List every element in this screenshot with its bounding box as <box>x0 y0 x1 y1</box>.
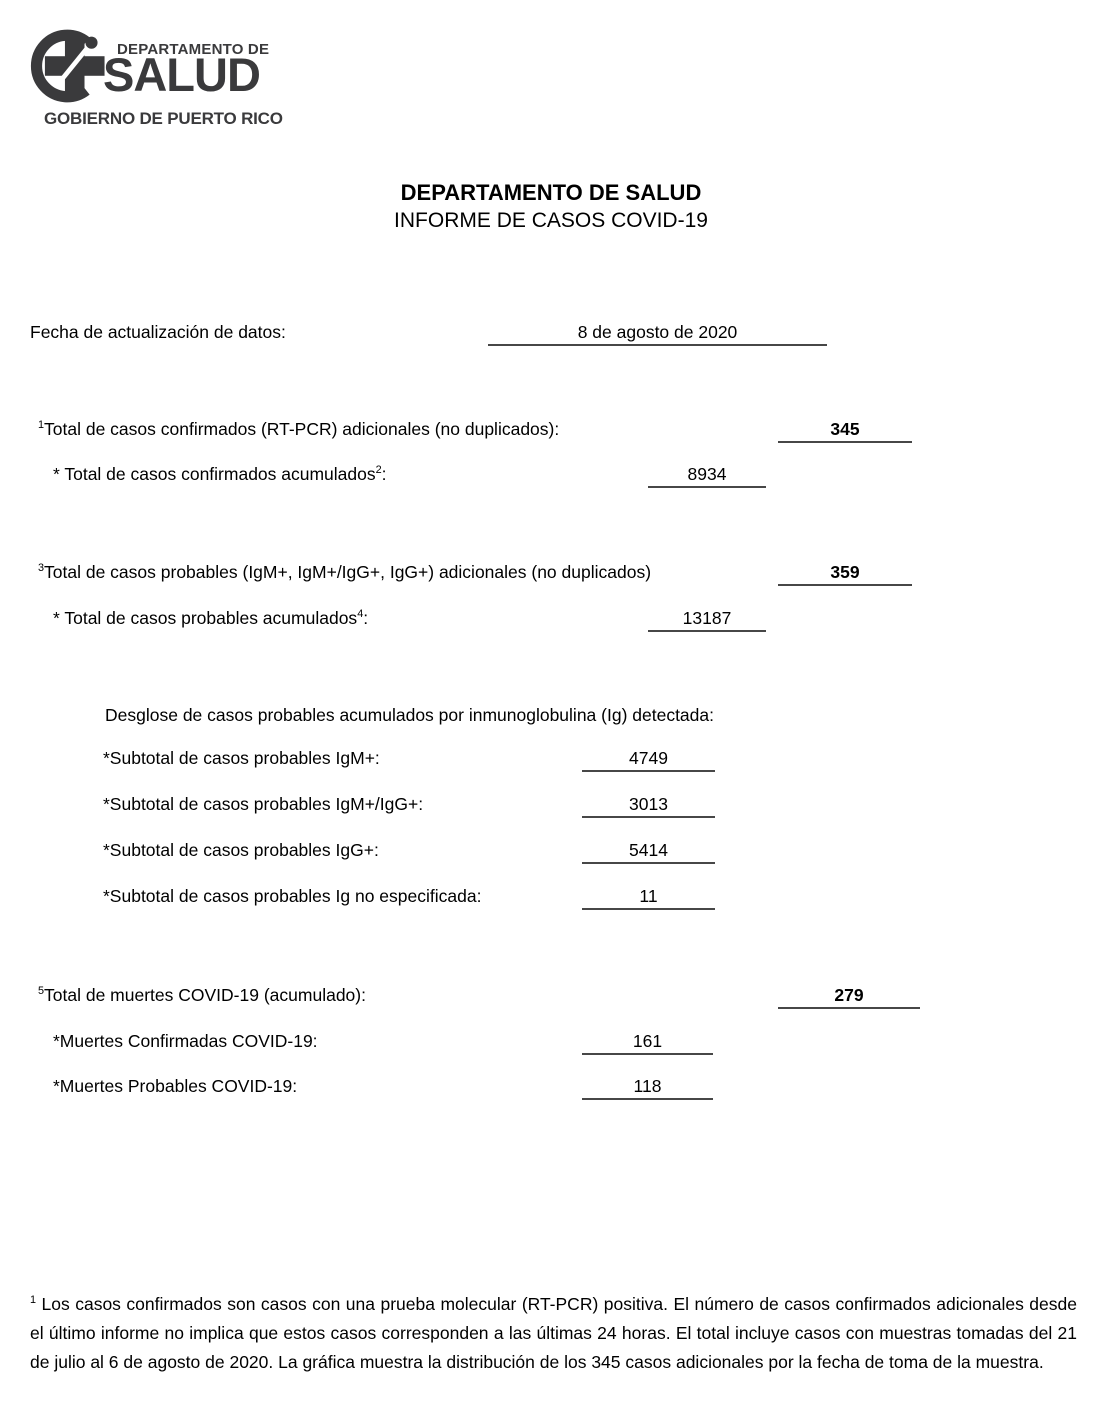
probable-cumulative-value: 13187 <box>648 607 766 632</box>
footnote-marker: 2 <box>375 464 382 477</box>
deaths-total-value: 279 <box>778 984 920 1009</box>
page-subtitle: INFORME DE CASOS COVID-19 <box>394 209 708 232</box>
footnote-marker: 5 <box>38 985 45 998</box>
breakdown-igg-label: *Subtotal de casos probables IgG+: <box>103 840 379 860</box>
footnote-marker: 3 <box>38 562 45 575</box>
footnote-marker: 1 <box>30 1293 37 1306</box>
footnote-text: Los casos confirmados son casos con una … <box>30 1293 1077 1372</box>
breakdown-igm-igg-value: 3013 <box>582 793 715 818</box>
probable-additional-label: 3Total de casos probables (IgM+, IgM+/Ig… <box>38 561 651 584</box>
colon: : <box>381 464 387 484</box>
probable-additional-text: Total de casos probables (IgM+, IgM+/IgG… <box>44 562 652 582</box>
salud-cross-circle-icon <box>30 29 105 103</box>
deaths-confirmed-label: *Muertes Confirmadas COVID-19: <box>53 1031 318 1051</box>
confirmed-additional-label: 1Total de casos confirmados (RT-PCR) adi… <box>38 418 559 441</box>
deaths-probable-value: 118 <box>582 1075 713 1100</box>
breakdown-unspecified-label: *Subtotal de casos probables Ig no espec… <box>103 886 482 906</box>
footnote-paragraph: 1 Los casos confirmados son casos con un… <box>30 1290 1077 1377</box>
deaths-total-label: 5Total de muertes COVID-19 (acumulado): <box>38 984 366 1007</box>
probable-cumulative-label: * Total de casos probables acumulados4: <box>53 607 368 630</box>
update-date-label: Fecha de actualización de datos: <box>30 322 286 342</box>
footnote-marker: 1 <box>38 419 45 432</box>
breakdown-igg-value: 5414 <box>582 839 715 864</box>
probable-additional-value: 359 <box>778 561 912 586</box>
deaths-probable-label: *Muertes Probables COVID-19: <box>53 1076 298 1096</box>
confirmed-cumulative-label: * Total de casos confirmados acumulados2… <box>53 463 387 486</box>
logo-department-text: DEPARTAMENTO DE <box>117 41 270 58</box>
breakdown-heading: Desglose de casos probables acumulados p… <box>105 705 714 725</box>
footnote-marker: 4 <box>357 608 364 621</box>
update-date-value: 8 de agosto de 2020 <box>488 321 827 346</box>
confirmed-additional-value: 345 <box>778 418 912 443</box>
deaths-confirmed-value: 161 <box>582 1030 713 1055</box>
breakdown-igm-label: *Subtotal de casos probables IgM+: <box>103 748 380 768</box>
confirmed-cumulative-value: 8934 <box>648 463 766 488</box>
probable-cumulative-text: * Total de casos probables acumulados <box>53 608 358 628</box>
breakdown-unspecified-value: 11 <box>582 885 715 910</box>
logo-government-text: GOBIERNO DE PUERTO RICO <box>44 109 283 128</box>
colon: : <box>363 608 369 628</box>
confirmed-cumulative-text: * Total de casos confirmados acumulados <box>53 464 376 484</box>
breakdown-igm-igg-label: *Subtotal de casos probables IgM+/IgG+: <box>103 794 424 814</box>
breakdown-igm-value: 4749 <box>582 747 715 772</box>
confirmed-additional-text: Total de casos confirmados (RT-PCR) adic… <box>44 419 560 439</box>
deaths-total-text: Total de muertes COVID-19 (acumulado): <box>44 985 366 1005</box>
logo-salud-text: SALUD <box>103 48 261 101</box>
page-title: DEPARTAMENTO DE SALUD <box>400 180 702 205</box>
